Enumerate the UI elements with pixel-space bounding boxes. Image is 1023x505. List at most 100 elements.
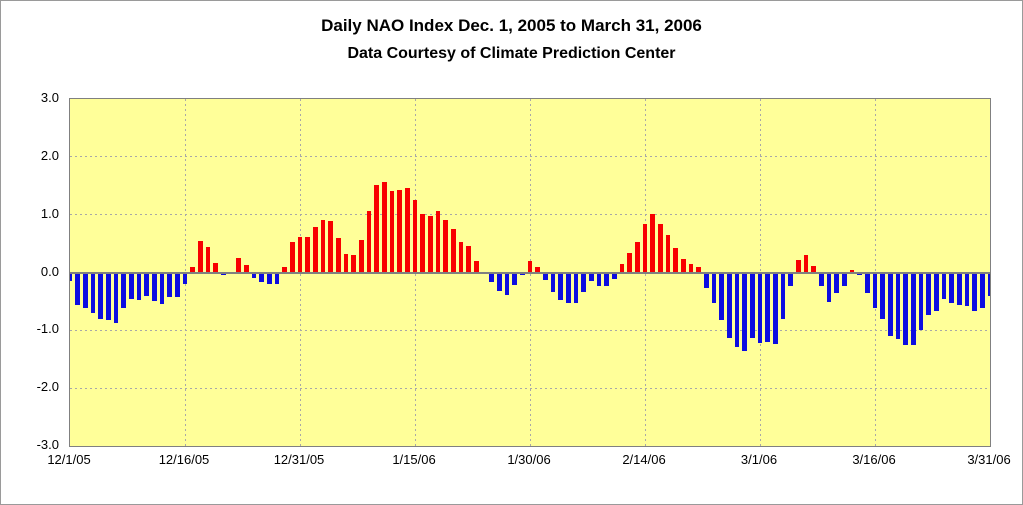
nao-bar	[957, 272, 962, 305]
nao-bar	[305, 237, 310, 273]
nao-bar	[573, 272, 579, 304]
nao-bar	[857, 272, 862, 276]
nao-bar	[581, 272, 586, 293]
nao-bar	[972, 272, 977, 312]
nao-bar	[765, 272, 770, 342]
nao-bar	[627, 253, 632, 273]
nao-bar	[435, 210, 441, 273]
nao-bar	[412, 199, 418, 273]
nao-bar	[658, 224, 663, 273]
nao-bar	[136, 272, 142, 301]
nao-bar	[351, 255, 356, 273]
nao-bar	[520, 272, 525, 275]
x-axis-label: 1/30/06	[507, 452, 551, 467]
nao-bar	[512, 272, 517, 286]
nao-bar	[213, 262, 218, 273]
nao-bar	[198, 240, 203, 273]
nao-bar	[182, 272, 188, 285]
nao-bar	[842, 272, 847, 286]
nao-bar	[90, 272, 96, 313]
nao-bar	[221, 272, 226, 275]
nao-bar	[911, 272, 916, 345]
nao-bar	[941, 272, 947, 300]
nao-bar	[543, 272, 548, 281]
nao-bar	[980, 272, 985, 309]
y-axis-label: 0.0	[40, 263, 59, 279]
nao-bar	[236, 258, 241, 273]
nao-bar	[359, 240, 364, 273]
nao-bar	[619, 264, 625, 273]
nao-bar	[888, 272, 893, 336]
nao-bar	[343, 253, 349, 273]
nao-bar	[313, 227, 318, 273]
y-axis-label: -2.0	[36, 379, 59, 395]
y-axis-label: 1.0	[40, 205, 59, 221]
nao-bar	[75, 272, 80, 306]
zero-axis-line	[70, 271, 990, 274]
nao-bar	[336, 238, 341, 273]
nao-bar	[719, 272, 724, 320]
nao-bar	[428, 216, 433, 273]
x-axis-label: 12/31/05	[273, 452, 325, 467]
chart-title: Daily NAO Index Dec. 1, 2005 to March 31…	[321, 16, 702, 35]
nao-bar	[443, 219, 448, 273]
nao-bar	[405, 188, 410, 273]
x-axis-label: 3/31/06	[967, 452, 1011, 467]
nao-bar	[527, 260, 533, 273]
nao-bar	[780, 272, 786, 319]
nao-bar	[504, 272, 510, 296]
nao-bar	[113, 272, 119, 324]
nao-bar	[535, 266, 540, 273]
nao-bar	[688, 264, 694, 273]
nao-bar	[796, 259, 801, 273]
nao-bar	[681, 259, 686, 273]
nao-bar	[704, 272, 709, 288]
nao-bar	[152, 272, 157, 302]
nao-bar	[458, 241, 464, 273]
x-axis-label: 12/1/05	[47, 452, 91, 467]
nao-bar	[604, 272, 609, 286]
nao-bar	[274, 272, 280, 285]
x-axis-label: 12/16/05	[158, 452, 210, 467]
chart-subtitle: Data Courtesy of Climate Prediction Cent…	[347, 45, 676, 62]
nao-bar	[366, 210, 372, 273]
nao-bar	[382, 182, 387, 273]
nao-bar	[903, 272, 908, 345]
nao-bar	[926, 272, 931, 316]
nao-bar	[750, 272, 755, 339]
nao-bar	[70, 272, 73, 282]
nao-bar	[711, 272, 717, 303]
nao-bar	[849, 270, 855, 273]
nao-bar	[282, 267, 287, 273]
nao-bar	[83, 272, 88, 309]
x-axis-label: 3/1/06	[740, 452, 778, 467]
y-axis-label: 3.0	[40, 90, 59, 105]
nao-bar	[826, 272, 832, 302]
y-axis-label: -3.0	[36, 437, 59, 452]
x-axis-label: 3/16/06	[852, 452, 896, 467]
x-axis-label: 1/15/06	[392, 452, 436, 467]
nao-bar	[650, 213, 655, 273]
nao-bar	[734, 272, 740, 348]
nao-bar	[811, 265, 816, 273]
nao-bar	[880, 272, 885, 320]
nao-bar	[244, 264, 249, 273]
nao-bar	[757, 272, 763, 344]
nao-bar	[727, 272, 732, 339]
nao-bar	[420, 214, 425, 273]
nao-bar	[742, 272, 747, 351]
nao-bar	[642, 224, 648, 273]
nao-bar	[190, 266, 195, 273]
nao-bar	[673, 247, 678, 273]
nao-bar	[865, 272, 870, 294]
nao-bar	[788, 272, 793, 287]
nao-bar	[121, 272, 126, 309]
nao-bar	[497, 272, 502, 291]
nao-bar	[872, 272, 878, 309]
nao-bar	[374, 184, 379, 273]
nao-bar	[773, 272, 778, 344]
nao-bar	[934, 272, 939, 311]
nao-bar	[106, 272, 111, 320]
nao-bar	[665, 234, 671, 273]
